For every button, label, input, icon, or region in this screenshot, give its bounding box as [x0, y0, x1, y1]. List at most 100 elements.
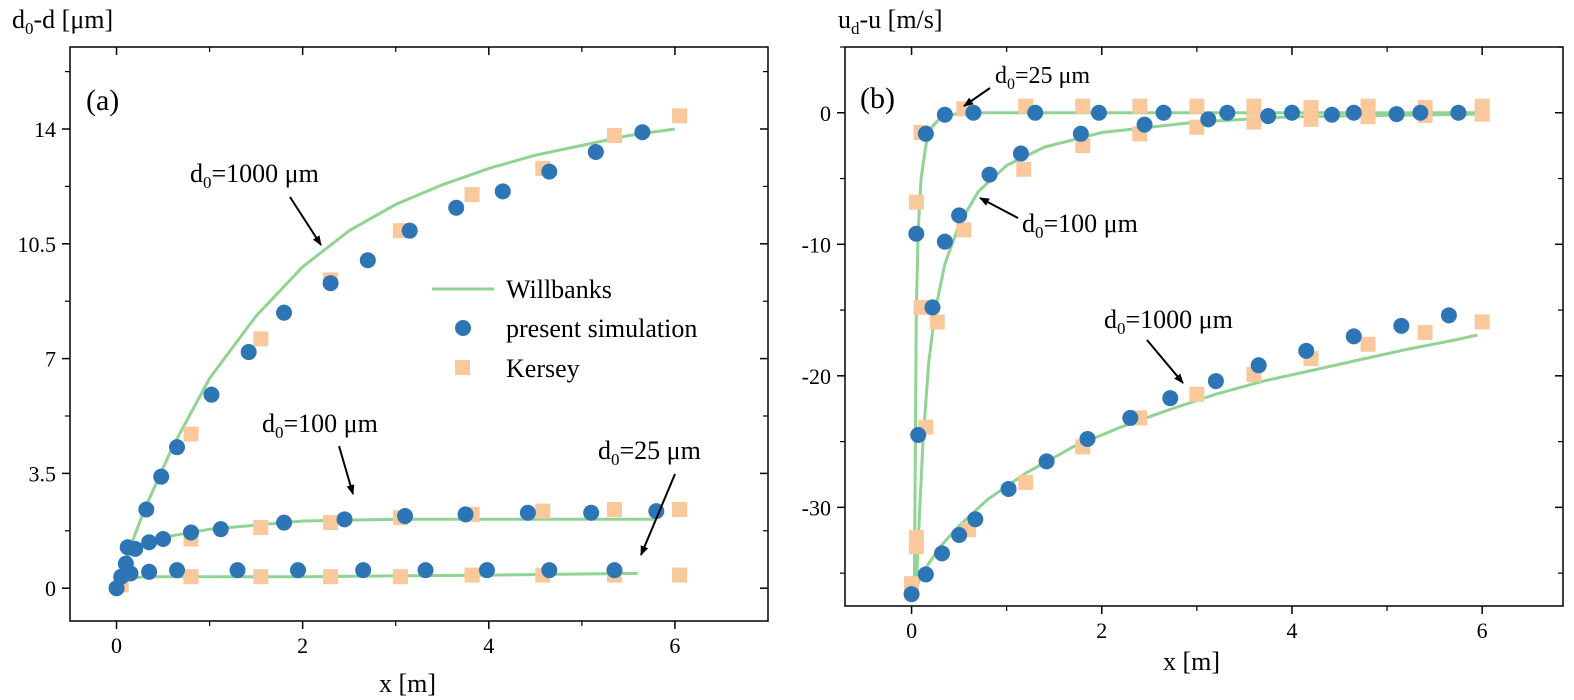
kersey-point-1000 — [606, 128, 622, 144]
panel-b-arrow-1000um — [1146, 339, 1184, 384]
present-simulation-point-100 — [1388, 106, 1405, 123]
present-simulation-point-100 — [1260, 108, 1277, 125]
present-simulation-point-25 — [1345, 104, 1362, 121]
present-simulation-point-25 — [169, 562, 186, 579]
kersey-point-25 — [1132, 98, 1148, 114]
present-simulation-point-100 — [1136, 116, 1153, 133]
panel-a-ylabel: d0-d [μm] — [12, 5, 113, 38]
present-simulation-point-1000 — [1250, 357, 1267, 374]
kersey-point-100 — [1474, 106, 1490, 122]
present-simulation-point-100 — [212, 521, 229, 538]
present-simulation-point-1000 — [634, 124, 651, 141]
present-simulation-point-25 — [290, 562, 307, 579]
kersey-point-100 — [913, 299, 929, 315]
kersey-point-100 — [1189, 119, 1205, 135]
panel-a-xlabel: x [m] — [379, 669, 436, 698]
present-simulation-point-100 — [583, 504, 600, 521]
kersey-point-25 — [908, 194, 924, 210]
present-simulation-point-100 — [155, 531, 172, 547]
legend-label-willbanks: Willbanks — [506, 275, 612, 304]
panel-b-xlabel: x [m] — [1163, 647, 1220, 676]
present-simulation-point-1000 — [1298, 342, 1315, 359]
kersey-point-25 — [1303, 100, 1319, 116]
panel-b: 0 2 4 6 -30 -20 -10 0 (b) ud-u [m/s] x [m] d0=2… — [802, 5, 1564, 676]
present-simulation-point-100 — [397, 508, 414, 525]
present-simulation-point-100 — [182, 524, 199, 541]
present-simulation-point-25 — [917, 125, 934, 142]
present-simulation-point-25 — [229, 562, 246, 579]
present-simulation-point-25 — [1090, 104, 1107, 121]
present-simulation-point-1000 — [1000, 480, 1017, 497]
present-simulation-point-1000 — [1393, 317, 1410, 334]
panel-a-ticks — [62, 47, 768, 629]
present-simulation-point-25 — [417, 562, 434, 579]
kersey-point-25 — [1189, 98, 1205, 114]
present-simulation-point-1000 — [951, 526, 968, 543]
present-simulation-point-1000 — [1440, 307, 1457, 324]
present-simulation-point-1000 — [1079, 430, 1096, 447]
present-simulation-point-25 — [122, 565, 139, 582]
present-simulation-point-100 — [127, 540, 144, 557]
present-simulation-point-100 — [936, 233, 953, 250]
present-simulation-point-100 — [910, 427, 927, 444]
x-tick-label: 0 — [111, 633, 122, 658]
kersey-point-100 — [1075, 138, 1091, 154]
kersey-point-100 — [672, 501, 688, 517]
kersey-point-100 — [1016, 161, 1032, 177]
present-simulation-point-1000 — [138, 501, 155, 518]
kersey-point-25 — [183, 569, 199, 585]
present-simulation-point-25 — [1412, 104, 1429, 121]
y-tick-label: 0 — [45, 576, 56, 601]
y-tick-label: 10.5 — [18, 232, 57, 257]
panel-b-arrow-25um — [963, 87, 991, 107]
present-simulation-point-25 — [1283, 104, 1300, 121]
kersey-point-1000 — [1360, 336, 1376, 352]
present-simulation-point-1000 — [240, 344, 257, 361]
panel-a-arrow-100um — [338, 445, 355, 495]
panel-a-arrow-25um — [640, 473, 676, 556]
kersey-point-25 — [323, 569, 339, 585]
present-simulation-point-1000 — [1345, 328, 1362, 345]
willbanks-line-1000 — [115, 127, 676, 589]
y-tick-label: 7 — [45, 347, 56, 372]
present-simulation-point-100 — [1072, 125, 1089, 142]
y-tick-label: -20 — [802, 364, 831, 389]
legend-label-present-simulation: present simulation — [506, 314, 697, 343]
y-tick-label: -10 — [802, 232, 831, 257]
present-simulation-point-1000 — [967, 511, 984, 528]
kersey-point-1000 — [1018, 474, 1034, 490]
present-simulation-point-100 — [276, 514, 293, 531]
panel-a-annotation-100um: d0=100 μm — [262, 409, 378, 442]
panel-a-tick-labels: 0 2 4 6 0 3.5 7 10.5 14 — [18, 117, 681, 658]
kersey-point-100 — [606, 501, 622, 517]
kersey-point-25 — [392, 569, 408, 585]
legend-marker-kersey — [455, 360, 470, 375]
present-simulation-point-1000 — [903, 586, 920, 603]
present-simulation-point-25 — [1219, 104, 1236, 121]
kersey-point-25 — [672, 567, 688, 583]
kersey-point-25 — [464, 567, 480, 583]
legend-label-kersey: Kersey — [506, 354, 580, 383]
present-simulation-point-100 — [951, 207, 968, 224]
kersey-point-25 — [1075, 98, 1091, 114]
kersey-point-100 — [535, 503, 551, 519]
present-simulation-point-1000 — [541, 163, 558, 180]
willbanks-line-25 — [912, 111, 1483, 587]
present-simulation-point-1000 — [153, 468, 170, 485]
present-simulation-point-1000 — [276, 304, 293, 321]
x-tick-label: 6 — [669, 633, 680, 658]
present-simulation-point-25 — [606, 562, 623, 579]
present-simulation-point-100 — [141, 534, 158, 551]
kersey-point-1000 — [1189, 386, 1205, 402]
x-tick-label: 2 — [297, 633, 308, 658]
present-simulation-point-25 — [1027, 104, 1044, 121]
present-simulation-point-100 — [1323, 106, 1340, 123]
kersey-point-100 — [956, 222, 972, 238]
kersey-point-1000 — [464, 187, 480, 203]
x-tick-label: 2 — [1096, 618, 1107, 643]
present-simulation-point-1000 — [1162, 390, 1179, 407]
panel-b-label: (b) — [860, 82, 895, 115]
present-simulation-point-25 — [1450, 104, 1467, 121]
panel-b-annotation-1000um: d0=1000 μm — [1104, 305, 1233, 338]
present-simulation-point-100 — [1012, 145, 1029, 162]
